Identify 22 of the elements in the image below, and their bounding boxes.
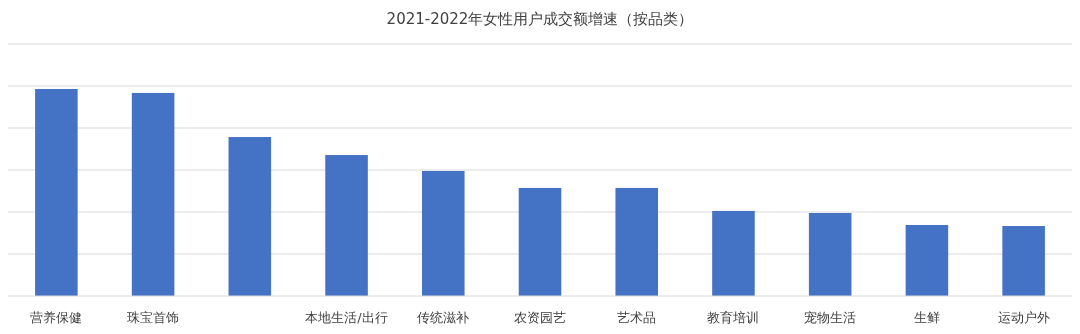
bar <box>325 155 368 296</box>
x-tick-label: 艺术品 <box>617 310 657 325</box>
x-tick-label: 珠宝首饰 <box>127 310 180 325</box>
x-tick-label: 传统滋补 <box>417 310 470 325</box>
bar <box>518 187 562 296</box>
x-tick-label: 营养保健 <box>30 310 83 325</box>
x-tick-label: 生鲜 <box>913 310 940 325</box>
chart-title: 2021-2022年女性用户成交额增速（按品类） <box>386 10 694 28</box>
x-tick-label: 运动户外 <box>997 310 1050 325</box>
bar <box>131 92 175 296</box>
bar <box>35 89 78 296</box>
x-tick-label: 本地生活/出行 <box>305 310 388 325</box>
bar <box>228 137 272 296</box>
bar <box>712 210 755 296</box>
x-tick-label: 宠物生活 <box>804 310 857 325</box>
bar <box>421 170 465 296</box>
x-tick-label: 农资园艺 <box>514 310 566 325</box>
x-tick-label: 教育培训 <box>707 310 760 325</box>
bar <box>1002 226 1045 296</box>
bar <box>905 225 949 296</box>
bar <box>615 187 659 296</box>
bar <box>808 212 852 296</box>
